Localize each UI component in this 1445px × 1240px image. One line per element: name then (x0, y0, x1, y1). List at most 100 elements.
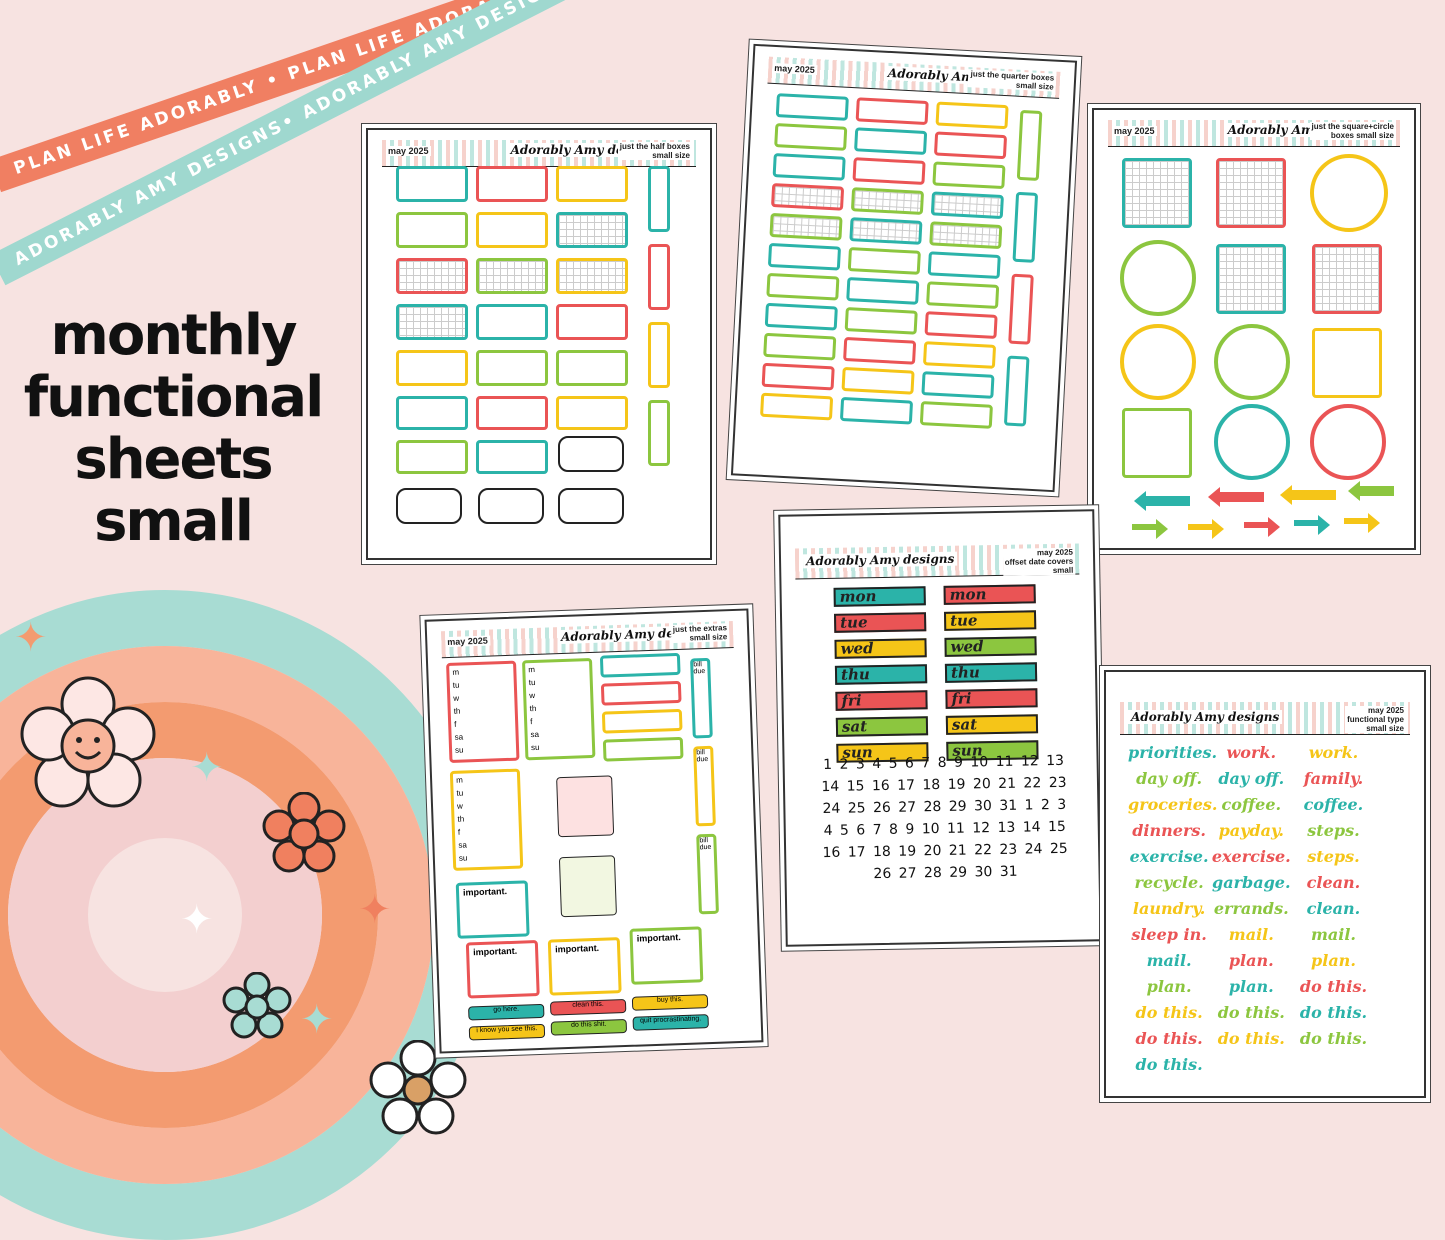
half-box (396, 212, 468, 248)
half-box (556, 304, 628, 340)
quarter-box (932, 161, 1006, 190)
functional-word: groceries. (1128, 795, 1218, 814)
functional-word: do this. (1299, 977, 1368, 996)
quarter-box (854, 127, 928, 155)
half-boxes-sheet: may 2025 Adorably Amy designs just the h… (366, 128, 712, 560)
arrow-left-icon (1280, 485, 1336, 505)
circle-box (1310, 404, 1386, 480)
quarter-boxes-sheet: may 2025 Adorably Amy designs just the q… (730, 43, 1078, 493)
square-box (1312, 328, 1382, 398)
day-label-tue: tue (943, 610, 1037, 631)
half-box (556, 166, 628, 202)
product-headline: monthly functional sheets small (18, 305, 328, 553)
quarter-box (924, 311, 998, 339)
arrow-right-icon (1132, 519, 1168, 539)
habit-tracker (602, 736, 684, 762)
day-label-grid: mon mon tue tue wed wed thu thu fri fri sat sat sun s… (794, 522, 1078, 763)
sheet-description: just the quarter boxes small size (967, 69, 1057, 92)
quarter-box (839, 396, 914, 425)
white-flower-icon (368, 1039, 468, 1145)
day-label-wed: wed (834, 638, 927, 659)
side-strip (648, 166, 670, 232)
functional-word: do this. (1135, 1055, 1203, 1074)
day-label-fri: fri (835, 690, 928, 711)
arrow-left-icon (1348, 481, 1394, 501)
day-label-fri: fri (945, 688, 1038, 709)
half-box (556, 258, 628, 294)
extras-sheet: may 2025 Adorably Amy designs just the e… (424, 608, 764, 1054)
day-label-tue: tue (833, 612, 927, 633)
quarter-box (849, 217, 923, 245)
sparkle-icon: ✦ (14, 616, 48, 660)
weekday-tracker: m tu w th f sa su (446, 660, 520, 764)
functional-word: plan. (1228, 951, 1274, 970)
functional-word: laundry. (1132, 899, 1206, 918)
sheet-description: may 2025 offset date covers small (1002, 547, 1076, 576)
side-strip (1008, 273, 1034, 345)
half-box (476, 440, 548, 474)
functional-word: dinners. (1132, 821, 1206, 840)
square-box (1216, 244, 1286, 314)
quarter-box (766, 272, 840, 301)
circle-box (1310, 154, 1388, 232)
bracket-box (478, 488, 544, 524)
arrow-right-icon (1244, 517, 1280, 537)
habit-tracker (600, 680, 682, 706)
functional-word: priorities. (1128, 743, 1218, 762)
quarter-box (771, 182, 845, 211)
side-strip (648, 322, 670, 388)
quarter-box (775, 93, 849, 121)
quarter-box (846, 277, 920, 305)
functional-word: do this. (1135, 1029, 1203, 1048)
sparkle-icon: ✦ (180, 898, 214, 942)
functional-word: clean. (1306, 873, 1361, 892)
half-box (556, 396, 628, 430)
sheet-month: may 2025 (1112, 126, 1157, 136)
day-label-sat: sat (945, 714, 1039, 735)
quarter-box (929, 221, 1003, 250)
arrow-left-icon (1208, 487, 1264, 507)
quarter-box (767, 242, 842, 271)
functional-word: coffee. (1303, 795, 1364, 814)
sheet-header: may 2025 Adorably Amy designs just the e… (440, 621, 734, 659)
weekday-tracker: m tu w th f sa su (522, 657, 596, 761)
weekday-tracker: m tu w th f sa su (449, 768, 524, 871)
day-label-mon: mon (833, 586, 926, 607)
quarter-box (933, 131, 1008, 160)
day-label-mon: mon (943, 584, 1036, 605)
orange-flower-icon (262, 791, 346, 881)
functional-word: errands. (1213, 899, 1289, 918)
sheet-header: may 2025 Adorably Amy designs just the q… (767, 56, 1061, 99)
half-box (476, 396, 548, 430)
functional-word: do this. (1299, 1029, 1368, 1048)
quarter-box (919, 401, 993, 429)
quarter-box (926, 281, 1000, 309)
functional-word: sleep in. (1131, 925, 1207, 944)
important-box: important. (629, 926, 704, 985)
functional-word: recycle. (1134, 873, 1204, 892)
quarter-box (774, 123, 848, 151)
label-strip: i know you see this. (468, 1023, 546, 1041)
circle-box (1214, 324, 1290, 400)
day-label-wed: wed (944, 636, 1037, 657)
quarter-box (763, 332, 837, 361)
quarter-box (764, 302, 838, 331)
sticky-note (556, 775, 615, 838)
brand-logo: Adorably Amy designs (1128, 710, 1283, 724)
bill-due-strip: bill due (693, 745, 716, 827)
label-strip: do this shit. (550, 1018, 628, 1036)
functional-word-list: priorities. work. work. day off. day off. fam… (1128, 740, 1402, 1078)
bracket-box (396, 488, 462, 524)
functional-word: plan. (1311, 951, 1356, 970)
half-box (476, 350, 548, 386)
functional-word: exercise. (1129, 847, 1209, 866)
half-box (476, 212, 548, 248)
sheet-month: may 2025 (386, 146, 431, 156)
functional-word: work. (1308, 743, 1359, 762)
arrow-right-icon (1188, 519, 1224, 539)
important-box: important. (455, 880, 530, 939)
quarter-box (769, 212, 843, 241)
quarter-box (841, 366, 915, 395)
quarter-box (930, 191, 1004, 220)
quarter-box (761, 362, 835, 391)
